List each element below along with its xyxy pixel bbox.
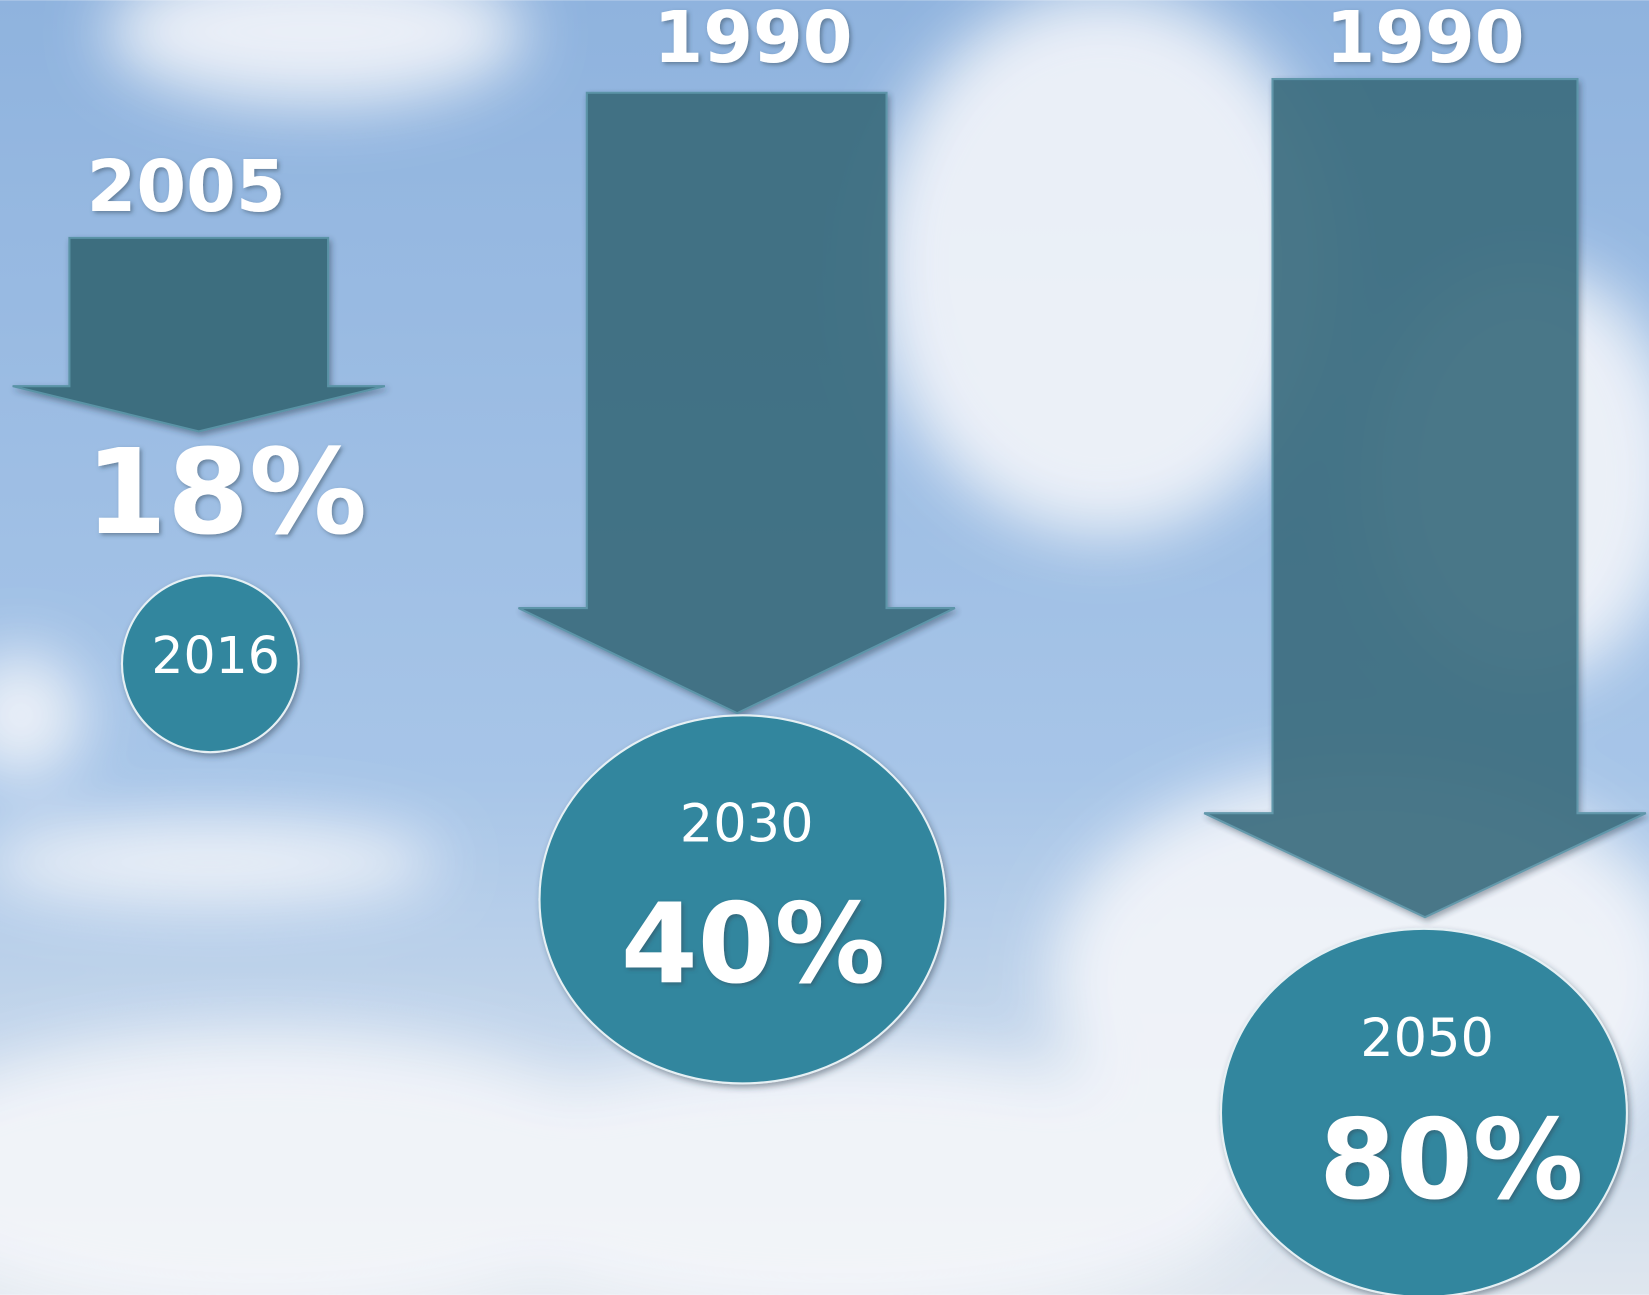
page: 2005 18% 2016 1990 2030 40% 1990 2050 80… xyxy=(0,0,1649,1295)
base-year: 1990 xyxy=(1325,0,1524,79)
base-year: 2005 xyxy=(87,145,286,228)
reduction: 40% xyxy=(621,881,885,1009)
target-year: 2050 xyxy=(1360,1008,1494,1069)
reduction: 18% xyxy=(85,424,367,561)
target-year: 2016 xyxy=(151,626,279,685)
base-year: 1990 xyxy=(653,0,852,79)
reduction: 80% xyxy=(1319,1097,1583,1225)
target-year: 2030 xyxy=(680,793,814,854)
infographic: 2005 18% 2016 1990 2030 40% 1990 2050 80… xyxy=(0,0,1649,1295)
